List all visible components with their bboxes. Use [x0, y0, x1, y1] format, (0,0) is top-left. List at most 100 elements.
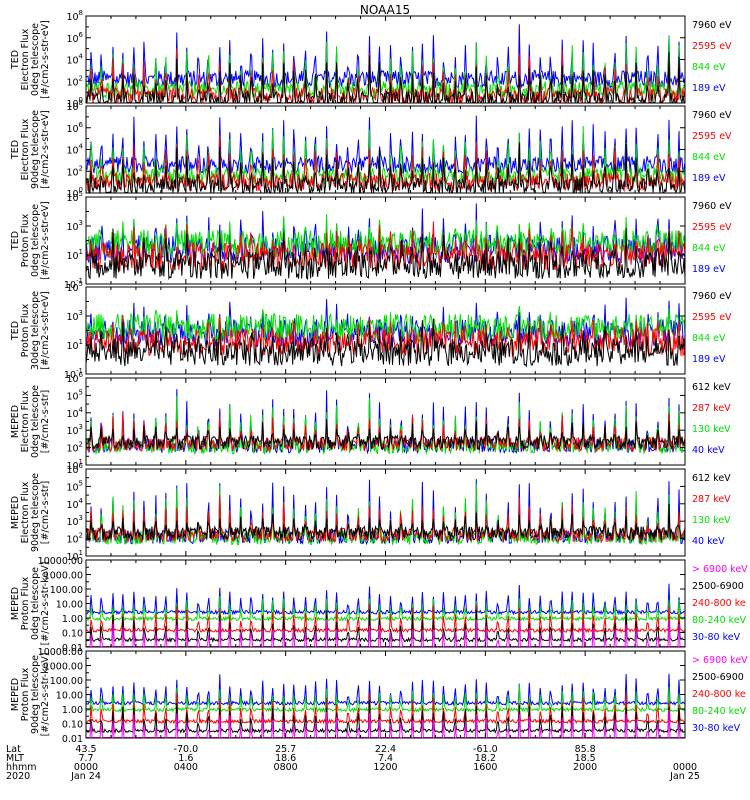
lat-tick-label: -61.0	[473, 744, 498, 755]
legend-blue: 189 eV	[692, 354, 726, 365]
x-row-label: 2020	[6, 771, 30, 782]
legend-black: 7960 eV	[692, 201, 732, 212]
series-blue-mepep-e-90	[86, 479, 685, 546]
legend-red: 2595 eV	[692, 41, 732, 52]
y-axis-label: TEDProton Flux0deg telescope[#/cm2-s-str…	[10, 201, 51, 280]
y-tick-label: 100	[66, 96, 83, 110]
y-tick-label: 108	[66, 9, 83, 23]
y-tick-label: 102	[66, 164, 83, 178]
series-green-mepep-p-90	[86, 684, 685, 714]
hhmm-tick-label: 0800	[274, 762, 298, 773]
y-axis-label: MEPEDElectron Flux0deg telescope[#/cm2-s…	[10, 385, 51, 458]
y-tick-label: 1000.00	[44, 571, 83, 582]
y-tick-label: 104	[66, 406, 83, 420]
legend-black: 7960 eV	[692, 20, 732, 31]
y-tick-label: 103	[66, 423, 83, 437]
legend-green: 80-240 keV	[692, 706, 747, 717]
y-tick-label: 106	[66, 371, 83, 385]
x-row-label: hhmm	[6, 762, 37, 773]
legend-green: 844 eV	[692, 243, 726, 254]
y-tick-label: 10.00	[56, 691, 83, 702]
panel-data-mepep-e-0	[86, 389, 685, 456]
legend-black: 612 keV	[692, 473, 731, 484]
panel-ted-e-90: 100 102 104 106 108 TEDElectron Flux90deg tel…	[10, 99, 732, 200]
legend-magenta: > 6900 keV	[692, 564, 748, 575]
y-tick-label: 101	[66, 248, 83, 262]
legend-green: 844 eV	[692, 62, 726, 73]
panel-data-mepep-p-0	[86, 583, 685, 647]
legend-red: 2595 eV	[692, 222, 732, 233]
panel-ted-p-0: 10-1 101 103 105 TEDProton Flux0deg telescop…	[10, 190, 732, 291]
y-tick-label: 101	[66, 549, 83, 563]
y-tick-label: 1.00	[62, 614, 83, 625]
y-tick-label: 105	[66, 388, 83, 402]
mlt-tick-label: 18.2	[475, 753, 496, 764]
legend-blue: 189 eV	[692, 173, 726, 184]
legend-black: 612 keV	[692, 382, 731, 393]
legend-magenta: > 6900 keV	[692, 655, 748, 666]
y-tick-label: 102	[66, 441, 83, 455]
legend-green: 130 keV	[692, 424, 731, 435]
y-tick-label: 106	[66, 462, 83, 476]
y-tick-label: 106	[66, 121, 83, 135]
series-red-mepep-e-90	[86, 494, 685, 544]
series-black-mepep-e-0	[86, 419, 685, 452]
legend-blue: 40 keV	[692, 445, 725, 456]
y-tick-label: 105	[66, 190, 83, 204]
hhmm-tick-label: 0400	[174, 762, 198, 773]
date-tick-label: Jan 25	[669, 771, 700, 782]
panel-mepep-p-90: 0.01 0.10 1.00 10.00 100.00 1000.00 10000.00ME…	[10, 647, 748, 745]
y-tick-label: 1000.00	[44, 662, 83, 673]
y-axis-label: MEPEDProton Flux0deg telescope[#/cm2-s-s…	[10, 562, 51, 646]
lat-tick-label: 22.4	[375, 744, 396, 755]
lat-tick-label: -70.0	[174, 744, 199, 755]
mlt-tick-label: 18.6	[275, 753, 296, 764]
panel-data-ted-p-90	[86, 297, 685, 368]
panel-ted-p-90: 10-1 101 103 105 TEDProton Flux30deg telesco…	[10, 280, 732, 381]
panel-data-ted-p-0	[86, 203, 685, 281]
hhmm-tick-label: 0000	[74, 762, 98, 773]
hhmm-tick-label: 1600	[473, 762, 497, 773]
date-tick-label: Jan 24	[70, 771, 101, 782]
y-tick-label: 100.00	[50, 676, 83, 687]
y-tick-label: 102	[66, 532, 83, 546]
y-axis-label: TEDElectron Flux90deg telescope[#/cm2-s-…	[10, 110, 51, 189]
y-tick-label: 10.00	[56, 600, 83, 611]
legend-red: 2595 eV	[692, 131, 732, 142]
legend-blue: 40 keV	[692, 536, 725, 547]
legend-black: 2500-6900	[692, 581, 744, 592]
legend-black: 7960 eV	[692, 291, 732, 302]
legend-green: 844 eV	[692, 152, 726, 163]
y-tick-label: 103	[66, 219, 83, 233]
legend-green: 130 keV	[692, 515, 731, 526]
legend-black: 7960 eV	[692, 110, 732, 121]
lat-tick-label: 85.8	[575, 744, 596, 755]
series-black-ted-p-90	[86, 318, 685, 368]
hhmm-tick-label: 0000	[673, 762, 697, 773]
lat-tick-label: 25.7	[275, 744, 296, 755]
legend-red: 2595 eV	[692, 312, 732, 323]
mlt-tick-label: 7.4	[378, 753, 393, 764]
y-axis-label: TEDProton Flux30deg telescope[#/cm2-s-st…	[10, 291, 51, 370]
mlt-tick-label: 18.5	[575, 753, 596, 764]
y-tick-label: 100.00	[50, 585, 83, 596]
chart-title: NOAA15	[360, 3, 410, 17]
legend-blue: 30-80 keV	[692, 632, 741, 643]
y-tick-label: 0.10	[62, 629, 83, 640]
panel-data-mepep-e-90	[86, 479, 685, 547]
y-tick-label: 105	[66, 280, 83, 294]
y-tick-label: 105	[66, 479, 83, 493]
panel-mepep-p-0: 0.01 0.10 1.00 10.00 100.00 1000.00 10000.00ME…	[10, 556, 748, 654]
legend-blue: 30-80 keV	[692, 723, 741, 734]
legend-red: 287 keV	[692, 494, 731, 505]
y-axis-label: MEPEDElectron Flux90deg telescope[#/cm2-…	[10, 473, 51, 552]
y-tick-label: 100	[66, 186, 83, 200]
y-axis-label: MEPEDProton Flux90deg telescope[#/cm2-s-…	[10, 653, 51, 737]
y-tick-label: 10000.00	[38, 556, 83, 567]
panel-data-ted-e-90	[86, 115, 685, 193]
y-tick-label: 104	[66, 53, 83, 67]
series-blue-mepep-p-0	[86, 583, 685, 616]
hhmm-tick-label: 1200	[373, 762, 397, 773]
